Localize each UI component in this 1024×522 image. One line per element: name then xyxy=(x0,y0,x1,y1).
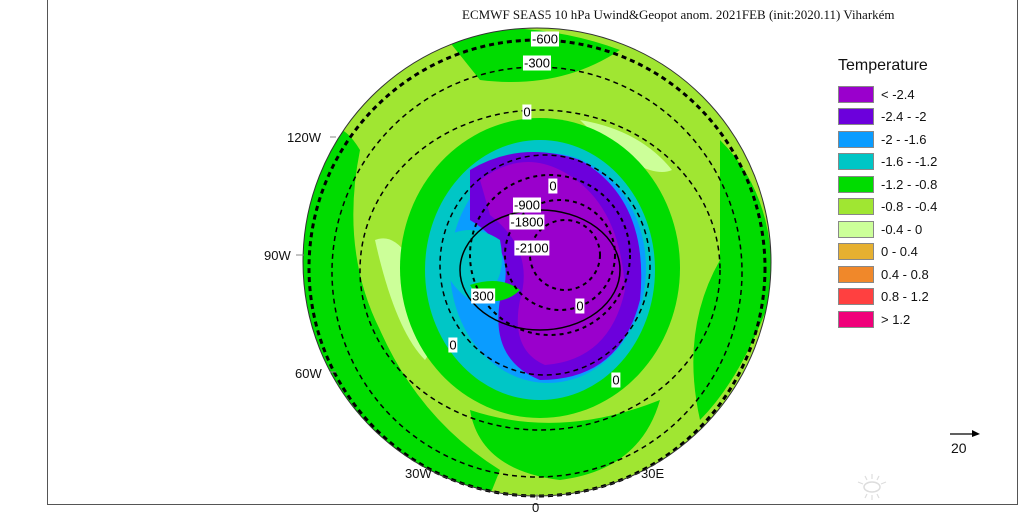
vector-reference-arrow-icon xyxy=(950,430,980,437)
contour-minus900 xyxy=(469,174,631,336)
contour-label: 0 xyxy=(522,104,532,120)
legend-swatch xyxy=(838,310,874,328)
legend-swatch xyxy=(838,175,874,193)
legend-label: -2 - -1.6 xyxy=(881,131,927,147)
longitude-ticks xyxy=(296,136,538,500)
legend-title: Temperature xyxy=(838,57,928,74)
legend-item: -1.6 - -1.2 xyxy=(838,151,937,174)
shade-green-top xyxy=(440,28,620,82)
contour-label: -2100 xyxy=(514,240,550,256)
contour-label: -1800 xyxy=(509,214,545,230)
contour-minus2100 xyxy=(529,219,601,291)
plot-frame xyxy=(47,0,1018,505)
lon-label-0: 0 xyxy=(532,500,540,515)
contour-label: 0 xyxy=(548,178,558,194)
contour-label: 0 xyxy=(611,372,621,388)
shade-pale-ne xyxy=(580,120,672,172)
legend-swatch xyxy=(838,85,874,103)
legend-label: 0.4 - 0.8 xyxy=(881,266,929,282)
lon-label-90w: 90W xyxy=(264,248,291,263)
lon-label-120w: 120W xyxy=(287,130,321,145)
legend: Temperature < -2.4 -2.4 - -2 -2 - -1.6 -1.6… xyxy=(838,57,937,331)
legend-swatch xyxy=(838,220,874,238)
legend-swatch xyxy=(838,153,874,171)
legend-swatch xyxy=(838,265,874,283)
legend-item: < -2.4 xyxy=(838,83,937,106)
legend-item: -1.2 - -0.8 xyxy=(838,173,937,196)
lon-label-30w: 30W xyxy=(405,466,432,481)
shade-green-bottom xyxy=(470,400,660,480)
map-title: ECMWF SEAS5 10 hPa Uwind&Geopot anom. 20… xyxy=(462,7,895,22)
legend-label: > 1.2 xyxy=(881,311,911,327)
contour-minus1800 xyxy=(504,199,616,311)
legend-label: -0.4 - 0 xyxy=(881,221,923,237)
contour-label: 0 xyxy=(575,298,585,314)
legend-label: -1.2 - -0.8 xyxy=(881,176,938,192)
sun-logo-icon xyxy=(857,474,887,500)
legend-item: 0 - 0.4 xyxy=(838,241,937,264)
legend-label: 0 - 0.4 xyxy=(881,244,918,260)
shade-green-right xyxy=(693,140,771,420)
lon-label-60w: 60W xyxy=(295,366,322,381)
legend-item: -2.4 - -2 xyxy=(838,106,937,129)
legend-item: -0.8 - -0.4 xyxy=(838,196,937,219)
contour-label: 0 xyxy=(448,337,458,353)
legend-swatch xyxy=(838,198,874,216)
legend-label: 0.8 - 1.2 xyxy=(881,289,929,305)
contour-label: 300 xyxy=(471,288,495,304)
contour-zero-outer xyxy=(359,109,721,431)
contour-label: -600 xyxy=(530,31,560,47)
legend-swatch xyxy=(838,243,874,261)
legend-label: -2.4 - -2 xyxy=(881,109,927,125)
legend-swatch xyxy=(838,288,874,306)
vector-reference-label: 20 xyxy=(951,440,967,456)
contour-label: -300 xyxy=(522,55,552,71)
legend-item: 0.4 - 0.8 xyxy=(838,263,937,286)
legend-label: < -2.4 xyxy=(881,86,915,102)
legend-item: 0.8 - 1.2 xyxy=(838,286,937,309)
legend-swatch xyxy=(838,130,874,148)
legend-item: -2 - -1.6 xyxy=(838,128,937,151)
legend-item: -0.4 - 0 xyxy=(838,218,937,241)
lon-label-30e: 30E xyxy=(641,466,665,481)
legend-item: > 1.2 xyxy=(838,308,937,331)
contour-zero-inner xyxy=(439,154,651,376)
legend-swatch xyxy=(838,108,874,126)
contour-label: -900 xyxy=(512,197,542,213)
legend-label: -0.8 - -0.4 xyxy=(881,199,938,215)
legend-label: -1.6 - -1.2 xyxy=(881,154,938,170)
